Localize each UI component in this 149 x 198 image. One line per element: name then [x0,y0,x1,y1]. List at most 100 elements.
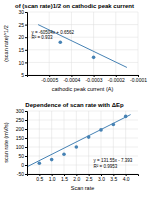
y-tick-mark [25,50,27,51]
x-tick-label: -0.0005 [41,77,58,83]
y-tick-label: 0 [21,162,24,168]
grid [27,111,138,174]
y-tick-label: 300 [16,108,25,114]
y-tick-label: 100 [16,144,25,150]
x-tick-label: 4.0 [123,176,130,182]
annotation: y = 131.55x - 7.393R² = 0.9953 [94,158,133,169]
chart-title: Dependence of scan rate with ΔEp [25,102,124,108]
grid [27,12,138,75]
x-tick-label: 3.5 [110,176,117,182]
y-axis-line [25,112,28,175]
x-tick: 2.0 [73,174,80,182]
x-tick-label: 2.5 [86,176,93,182]
y-tick: 25 [18,22,27,28]
y-tick: 150 [16,135,27,141]
grid-line-x [125,111,126,174]
y-tick-label: -50 [17,171,24,177]
y-tick: 5 [21,72,27,78]
y-tick-label: 30 [18,9,24,15]
y-tick-mark [25,129,27,130]
x-tick-label: 3.0 [98,176,105,182]
x-tick-label: -0.0003 [86,77,103,83]
x-tick-label: 1.0 [49,176,56,182]
annotation-line: R² = 0.933 [31,35,53,40]
y-tick-mark [25,147,27,148]
x-axis: 0.51.01.52.02.53.03.54.0 [28,174,139,182]
y-tick: 15 [18,47,27,53]
grid-line-y [27,111,138,112]
y-tick-mark [25,37,27,38]
y-tick-mark [25,165,27,166]
data-point [124,115,128,119]
y-tick: 100 [16,144,27,150]
grid-line-x [71,12,72,75]
grid-line-y [27,129,138,130]
grid-line-y [27,156,138,157]
x-tick: 3.5 [110,174,117,182]
y-tick-mark [25,25,27,26]
y-axis-line [25,13,28,76]
x-tick: -0.0003 [86,75,103,83]
annotation-line: R² = 0.9953 [94,164,118,169]
y-tick: 30 [18,9,27,15]
y-tick: -50 [17,171,27,177]
plot: 0.51.01.52.02.53.03.54.0-500501001502002… [3,108,139,191]
grid-line-x [138,12,139,75]
x-tick-label: -0.0002 [108,77,125,83]
y-tick-label: 25 [18,22,24,28]
y-tick: 20 [18,34,27,40]
x-axis-label: Scan rate [71,185,95,191]
data-point [62,152,66,156]
x-tick: 3.0 [98,174,105,182]
grid-line-x [64,111,65,174]
x-tick-label: 2.0 [73,176,80,182]
y-tick-mark [25,174,27,175]
x-tick-label: -0.0004 [63,77,80,83]
annotation: y = -60504x + 0.6562R² = 0.933 [31,30,74,40]
y-tick: 50 [18,153,27,159]
x-tick: 1.5 [61,174,68,182]
y-tick-mark [25,75,27,76]
x-tick-label: -0.0001 [130,77,147,83]
data-point [112,123,116,127]
grid-line-x [49,12,50,75]
x-tick-label: 1.5 [61,176,68,182]
data-point [99,128,103,132]
y-tick-mark [25,12,27,13]
y-tick-mark [25,62,27,63]
x-tick: 2.5 [86,174,93,182]
y-tick-label: 10 [18,60,24,66]
grid-line-x [115,12,116,75]
grid-line-x [93,12,94,75]
y-axis: -50050100150200250300 [16,108,28,177]
data-point [87,135,91,139]
grid-line-x [51,111,52,174]
x-axis-label: cathodic peak current (A) [52,86,114,92]
y-axis: 5 10 15 20 25 30 [18,9,27,78]
annotation-line: y = -60504x + 0.6562 [31,30,74,35]
y-tick-mark [25,138,27,139]
y-axis-label: (scan rate)^1/2 [3,25,9,62]
grid-line-y [27,49,138,50]
y-tick-label: 150 [16,135,25,141]
data-point [92,56,96,60]
grid-line-y [27,62,138,63]
y-tick-label: 20 [18,34,24,40]
x-tick: -0.0002 [108,75,125,83]
x-tick: -0.0005 [41,75,58,83]
data-point [59,40,63,44]
annotation-line: y = 131.55x - 7.393 [94,158,133,163]
y-tick-label: 50 [18,153,24,159]
x-tick: 4.0 [123,174,130,182]
y-tick: 300 [16,108,27,114]
y-tick-label: 200 [16,126,25,132]
data-point [75,145,79,149]
y-tick-label: 5 [21,72,24,78]
x-axis: -0.0005 -0.0004 -0.0003 -0.0002 -0.0001 [28,75,148,83]
y-axis-label: scan rate (mV/s) [3,122,9,163]
grid-line-y [27,12,138,13]
grid-line-y [27,165,138,166]
data-point [50,158,54,162]
y-tick: 0 [21,162,27,168]
x-tick: -0.0004 [63,75,80,83]
